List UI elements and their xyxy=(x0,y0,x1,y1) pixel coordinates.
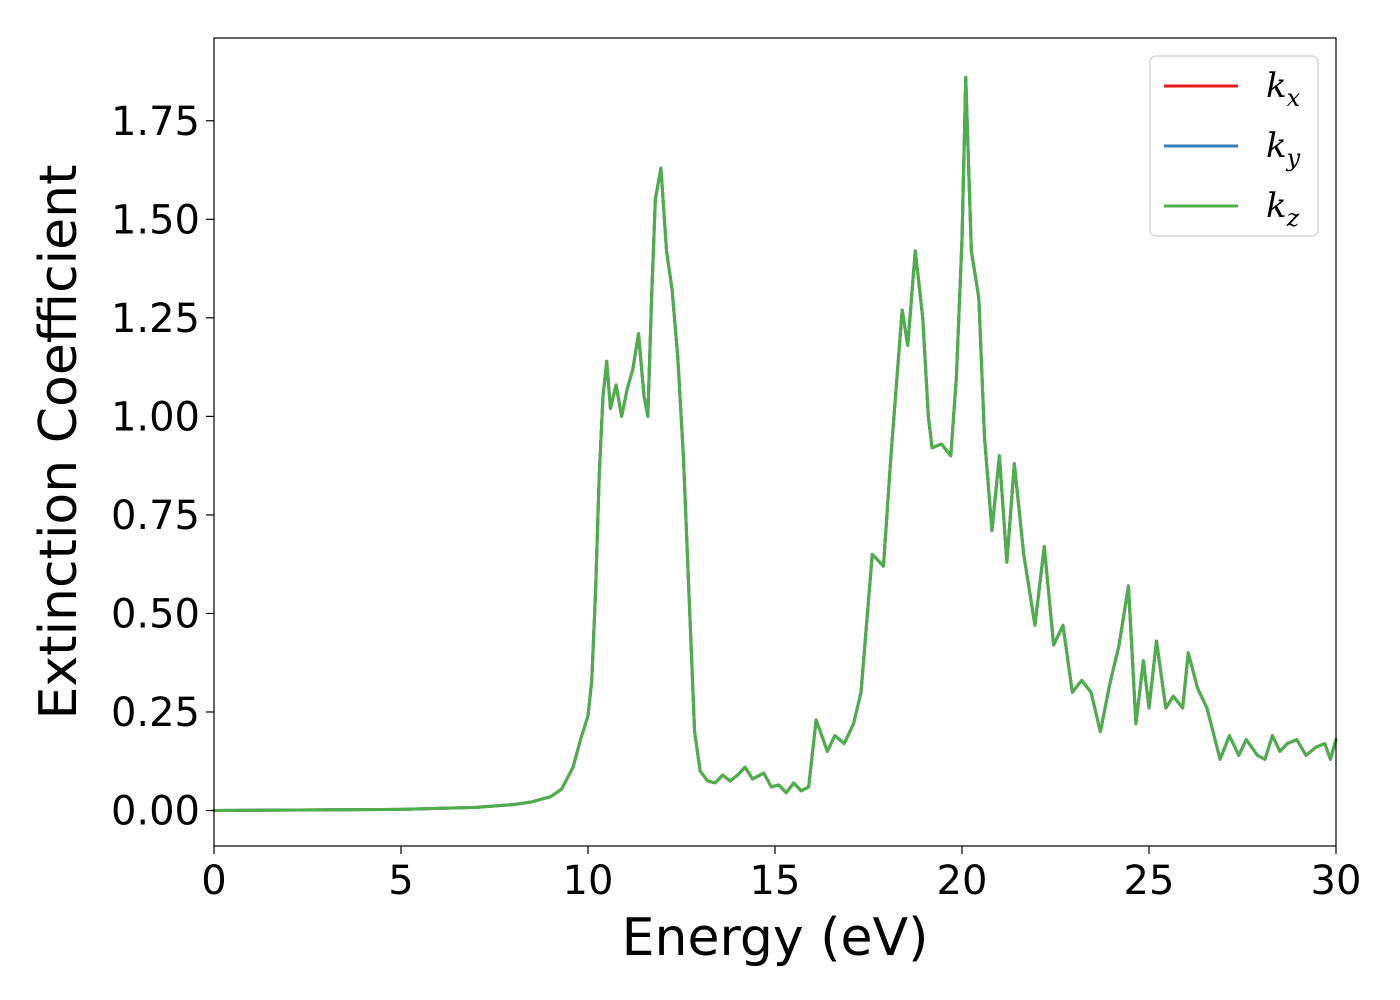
y-axis-label: Extinction Coefficient xyxy=(29,165,89,720)
y-tick-label: 0.00 xyxy=(111,789,200,835)
x-tick-label: 20 xyxy=(937,858,988,904)
x-tick-label: 5 xyxy=(388,858,413,904)
y-tick-label: 1.50 xyxy=(111,197,200,243)
x-axis-ticks: 0 5 10 15 20 25 30 xyxy=(201,846,1361,904)
y-tick-label: 0.25 xyxy=(111,690,200,736)
series-layer xyxy=(212,75,1338,813)
x-tick-label: 15 xyxy=(750,858,801,904)
y-axis-ticks: 0.00 0.25 0.50 0.75 1.00 1.25 1.50 1.75 xyxy=(111,99,214,835)
x-tick-label: 10 xyxy=(563,858,614,904)
y-tick-label: 1.00 xyxy=(111,394,200,440)
x-tick-label: 0 xyxy=(201,858,226,904)
y-tick-label: 0.75 xyxy=(111,493,200,539)
y-tick-label: 1.75 xyxy=(111,99,200,145)
y-tick-label: 1.25 xyxy=(111,296,200,342)
x-axis-label: Energy (eV) xyxy=(622,908,929,968)
y-tick-label: 0.50 xyxy=(111,591,200,637)
x-tick-label: 25 xyxy=(1124,858,1175,904)
series-line-z xyxy=(212,75,1338,813)
x-tick-label: 30 xyxy=(1311,858,1362,904)
